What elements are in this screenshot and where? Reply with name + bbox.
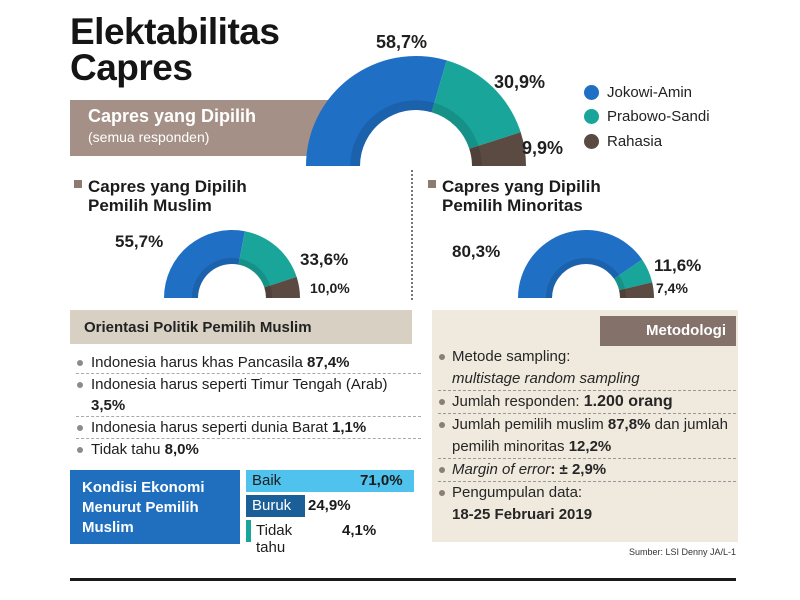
ekonomi-bar-label: Tidak tahu	[256, 522, 293, 556]
label-muslim-rahasia: 10,0%	[310, 280, 350, 296]
list-item: Indonesia harus khas Pancasila 87,4%	[76, 352, 421, 374]
label-minoritas-jokowi: 80,3%	[452, 242, 501, 261]
legend-item-rahasia: Rahasia	[584, 133, 662, 150]
section-title: Capres yang Dipilih	[88, 106, 257, 126]
donut-chart-muslim	[164, 230, 300, 298]
bullet-square-icon	[428, 180, 436, 188]
label-minoritas-prabowo: 11,6%	[654, 256, 702, 275]
all-slice-prabowo-sandi	[431, 60, 521, 149]
legend-dot-icon	[584, 109, 599, 124]
minoritas-heading: Capres yang Dipilih Pemilih Minoritas	[428, 177, 601, 215]
divider	[411, 170, 413, 300]
label-all-jokowi: 58,7%	[376, 32, 428, 52]
ekonomi-bar-baik	[246, 470, 414, 492]
ekonomi-bar-label: Baik	[252, 472, 282, 489]
section-banner-all: Capres yang Dipilih (semua responden)	[70, 100, 348, 156]
donut-chart-minoritas	[518, 230, 654, 298]
metodologi-header: Metodologi	[600, 316, 736, 346]
metodologi-list: Metode sampling: multistage random sampl…	[438, 346, 736, 526]
section-subtitle: (semua responden)	[88, 129, 210, 145]
ekonomi-bar-label: Buruk	[252, 497, 292, 514]
list-item: Pengumpulan data: 18-25 Februari 2019	[438, 482, 736, 526]
muslim-slice-prabowo-sandi	[238, 231, 297, 288]
bullet-square-icon	[74, 180, 82, 188]
ekonomi-bar-value: 24,9%	[308, 497, 351, 514]
muslim-slice-rahasia	[264, 276, 300, 298]
ekonomi-bar-buruk	[246, 495, 305, 517]
list-item: Indonesia harus seperti dunia Barat 1,1%	[76, 417, 421, 439]
list-item: Jumlah responden: 1.200 orang	[438, 391, 736, 414]
list-item: Metode sampling: multistage random sampl…	[438, 346, 736, 391]
list-item: Jumlah pemilih muslim 87,8% dan jumlah p…	[438, 414, 736, 459]
all-slice-rahasia	[469, 132, 526, 166]
label-minoritas-rahasia: 7,4%	[656, 280, 688, 296]
ekonomi-bar-tidak-tahu	[246, 520, 251, 542]
label-muslim-prabowo: 33,6%	[300, 250, 349, 269]
legend-dot-icon	[584, 134, 599, 149]
bottom-rule	[70, 578, 736, 581]
metodologi-panel	[432, 310, 738, 542]
label-all-rahasia: 9,9%	[522, 138, 564, 158]
donut-chart-all	[306, 55, 526, 166]
source-credit: Sumber: LSI Denny JA/L-1	[628, 547, 736, 557]
muslim-slice-jokowi-amin	[164, 230, 245, 298]
legend-item-jokowi: Jokowi-Amin	[584, 84, 692, 101]
muslim-heading: Capres yang Dipilih Pemilih Muslim	[74, 177, 247, 215]
legend-item-prabowo: Prabowo-Sandi	[584, 108, 710, 125]
minoritas-slice-prabowo-sandi	[614, 259, 653, 291]
orientasi-list: Indonesia harus khas Pancasila 87,4% Ind…	[76, 352, 421, 460]
orientasi-header: Orientasi Politik Pemilih Muslim	[70, 310, 412, 344]
legend-dot-icon	[584, 85, 599, 100]
ekonomi-title-box: Kondisi Ekonomi Menurut Pemilih Muslim	[70, 470, 240, 544]
label-all-prabowo: 30,9%	[494, 72, 546, 92]
list-item: Indonesia harus seperti Timur Tengah (Ar…	[76, 374, 421, 417]
muslim-inner-shade	[191, 257, 273, 298]
minoritas-slice-jokowi-amin	[518, 230, 643, 298]
label-muslim-jokowi: 55,7%	[115, 232, 164, 251]
all-slice-jokowi-amin	[306, 55, 447, 166]
ekonomi-bar-value: 4,1%	[342, 522, 377, 539]
list-item: Tidak tahu 8,0%	[76, 439, 421, 460]
page-title: Elektabilitas Capres	[70, 11, 280, 88]
all-inner-shade	[350, 100, 482, 166]
list-item: Margin of error: ± 2,9%	[438, 459, 736, 482]
ekonomi-bar-value: 71,0%	[360, 472, 403, 489]
minoritas-inner-shade	[545, 257, 627, 298]
minoritas-slice-rahasia	[619, 282, 654, 298]
